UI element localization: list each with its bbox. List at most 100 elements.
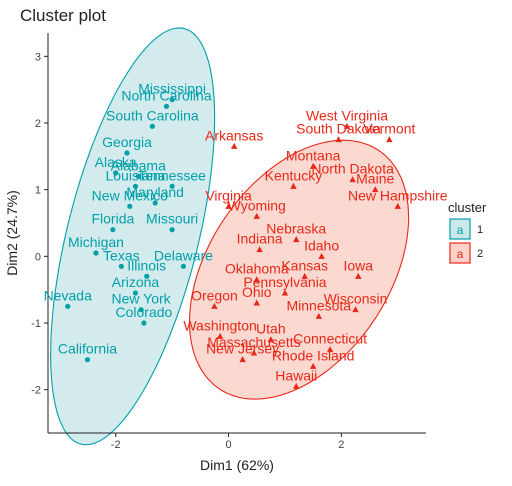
data-point — [152, 200, 158, 206]
legend-title: cluster — [448, 200, 487, 215]
point-label: Ohio — [242, 284, 272, 300]
legend-entries: a 1 a 2 — [449, 218, 483, 264]
data-point — [394, 202, 401, 209]
data-point — [372, 186, 379, 193]
x-tick-label: -2 — [111, 439, 121, 451]
data-point — [132, 290, 139, 296]
y-tick-label: 1 — [35, 185, 41, 197]
data-point — [309, 162, 317, 169]
legend-key — [449, 218, 471, 240]
data-point — [281, 289, 289, 296]
data-point — [141, 320, 147, 326]
point-label: Georgia — [102, 134, 152, 150]
data-point — [169, 97, 175, 103]
legend-key-glyph: a — [457, 247, 464, 261]
point-label: Wisconsin — [324, 291, 388, 307]
point-label: New York — [112, 291, 172, 307]
point-label: Nevada — [44, 287, 92, 303]
x-axis-label: Dim1 (62%) — [200, 457, 274, 473]
point-label: Indiana — [237, 231, 283, 247]
x-tick-label: 0 — [225, 439, 231, 451]
point-label: Rhode Island — [272, 347, 355, 363]
data-point — [253, 212, 260, 219]
point-label: Utah — [256, 321, 286, 337]
y-tick-label: -1 — [31, 318, 41, 330]
data-point — [124, 150, 130, 156]
data-point — [343, 122, 351, 129]
point-label: North Carolina — [121, 87, 211, 103]
data-point — [352, 306, 359, 313]
point-label: Alabama — [111, 157, 166, 173]
data-point — [326, 346, 334, 353]
point-label: Illinois — [127, 257, 166, 273]
point-label: Wyoming — [228, 197, 286, 213]
data-point — [335, 136, 342, 143]
data-point — [132, 183, 139, 189]
data-point — [386, 136, 393, 143]
legend: cluster a 1 a 2 — [448, 200, 487, 264]
point-label: New Hampshire — [348, 187, 448, 203]
data-point — [149, 123, 155, 129]
data-point — [290, 182, 297, 189]
data-point — [93, 250, 99, 256]
point-label: Connecticut — [293, 331, 367, 347]
point-label: Montana — [286, 147, 341, 163]
data-points — [65, 97, 401, 389]
point-label: Tennessee — [138, 167, 206, 183]
data-point — [301, 272, 308, 279]
point-label: Missouri — [146, 211, 198, 227]
data-point — [135, 173, 141, 179]
y-tick-label: 0 — [35, 251, 41, 263]
data-point — [113, 170, 119, 176]
legend-label: 1 — [477, 224, 483, 236]
point-label: Kentucky — [265, 167, 323, 183]
legend-key — [449, 242, 471, 264]
point-label: Virginia — [205, 187, 252, 203]
point-label: Arizona — [112, 274, 160, 290]
legend-key-glyph: a — [457, 223, 464, 237]
point-label: New Jersey — [206, 341, 279, 357]
point-label: Michigan — [68, 234, 124, 250]
point-label: West Virginia — [306, 107, 388, 123]
point-label: North Dakota — [311, 161, 394, 177]
data-point — [267, 336, 275, 343]
data-point — [127, 203, 133, 209]
data-point — [163, 103, 170, 109]
point-label: South Dakota — [296, 121, 381, 137]
point-label: Oregon — [191, 287, 238, 303]
data-point — [349, 176, 356, 183]
point-label: Alaska — [95, 154, 137, 170]
data-point — [144, 273, 150, 279]
point-label: Washington — [183, 317, 256, 333]
data-point — [256, 246, 263, 253]
data-point — [239, 356, 246, 363]
point-label: Minnesota — [287, 297, 352, 313]
point-label: Texas — [103, 247, 140, 263]
cluster-1-ellipse — [50, 27, 216, 446]
axes — [47, 33, 426, 434]
point-label: Vermont — [363, 121, 415, 137]
data-point — [169, 227, 175, 233]
point-label: Iowa — [344, 257, 374, 273]
data-point — [318, 252, 325, 259]
axis-ticks: -2 0 2 -2 -1 0 1 2 3 — [31, 51, 344, 451]
chart-title: Cluster plot — [20, 6, 106, 25]
data-point — [309, 362, 317, 369]
data-point — [293, 382, 300, 389]
point-label: Mississippi — [138, 81, 206, 97]
point-label: Idaho — [304, 237, 339, 253]
legend-label: 2 — [477, 248, 483, 260]
point-label: Colorado — [115, 304, 172, 320]
point-label: Arkansas — [205, 127, 263, 143]
y-tick-label: 3 — [35, 51, 41, 63]
data-point — [216, 332, 224, 339]
data-point — [118, 263, 124, 269]
point-label: Maine — [356, 171, 394, 187]
point-label: Kansas — [281, 257, 328, 273]
x-tick-label: 2 — [338, 439, 344, 451]
y-tick-label: 2 — [35, 118, 41, 130]
data-point — [355, 272, 362, 279]
data-point — [293, 236, 300, 243]
